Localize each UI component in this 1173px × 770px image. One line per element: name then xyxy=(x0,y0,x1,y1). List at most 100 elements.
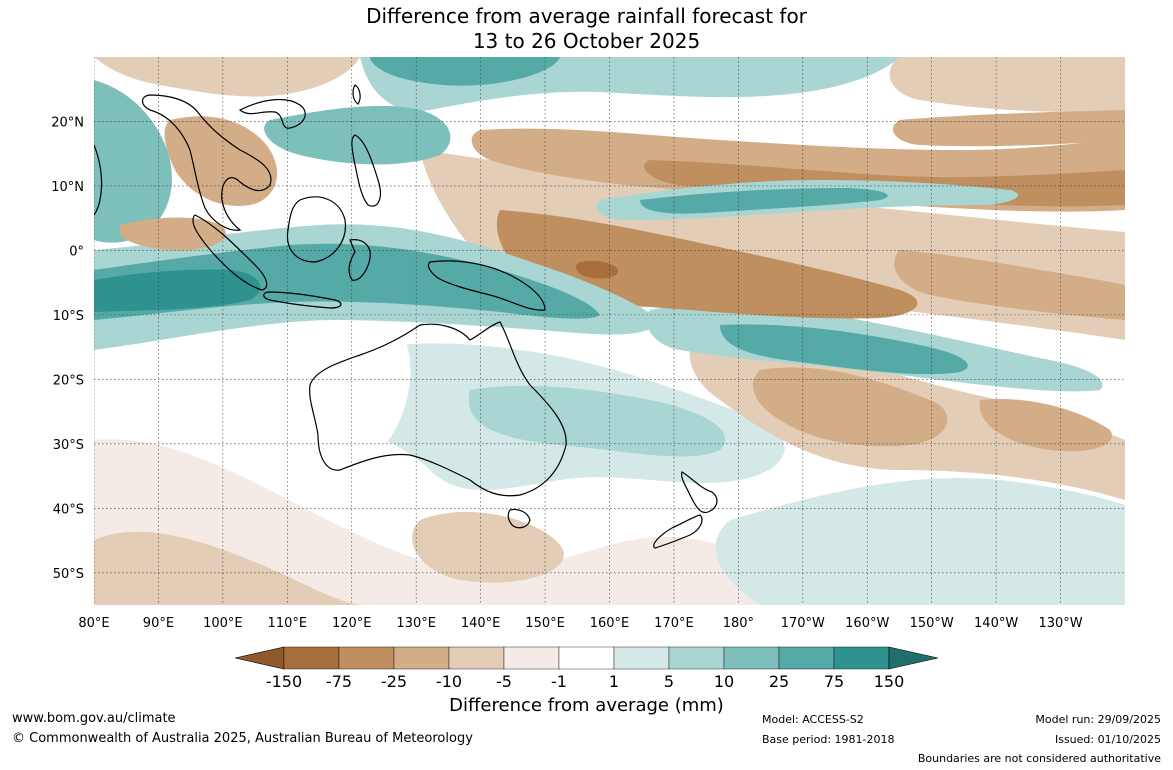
wet-region-southeast xyxy=(715,478,1125,605)
latitude-label: 50°S xyxy=(53,567,84,582)
colorbar-segment xyxy=(668,646,725,670)
colorbar-segment xyxy=(833,646,890,670)
dry-blob-south-west xyxy=(94,531,360,605)
coastline-philippines xyxy=(351,134,381,207)
coastline-sumatra xyxy=(192,214,268,291)
dry-region-indochina xyxy=(164,116,278,206)
colorbar-segment xyxy=(283,646,340,670)
colorbar-tick-label: -150 xyxy=(266,672,302,691)
colorbar-tick-label: -75 xyxy=(326,672,352,691)
colorbar-tick-label: 150 xyxy=(874,672,905,691)
colorbar-segment xyxy=(503,646,560,670)
dry-region-north-west xyxy=(94,57,360,97)
longitude-label: 170°E xyxy=(654,616,694,631)
colorbar-segment xyxy=(448,646,505,670)
latitude-label: 20°N xyxy=(51,115,84,130)
coastline-sulawesi xyxy=(348,239,371,281)
gridlines xyxy=(94,57,1125,605)
coastline-new-guinea xyxy=(427,260,546,311)
footer-issued: Issued: 01/10/2025 xyxy=(1054,733,1161,746)
coastline-tasmania xyxy=(507,508,531,529)
dry-blob-south-mid xyxy=(412,511,564,583)
dry-peak-equatorial xyxy=(576,260,619,279)
wet-region-south-china-sea xyxy=(264,105,451,165)
longitude-label: 130°E xyxy=(396,616,436,631)
longitude-label: 110°E xyxy=(268,616,308,631)
wet-core-spcz xyxy=(720,324,968,375)
latitude-label: 10°N xyxy=(51,180,84,195)
title-line-1: Difference from average rainfall forecas… xyxy=(366,4,807,28)
dry-core-east-equatorial xyxy=(894,250,1125,320)
dry-core-east-pacific xyxy=(979,399,1112,452)
longitude-label: 80°E xyxy=(78,616,109,631)
colorbar-tick-label: -5 xyxy=(496,672,512,691)
longitude-label: 90°E xyxy=(143,616,174,631)
footer-model-run: Model run: 29/09/2025 xyxy=(1035,713,1161,726)
coastlines xyxy=(94,84,718,549)
dry-blob-north-top xyxy=(889,57,1125,112)
colorbar-segment xyxy=(393,646,450,670)
latitude-label: 10°S xyxy=(53,309,84,324)
longitude-label: 130°W xyxy=(1038,616,1082,631)
longitude-labels: 80°E 90°E 100°E 110°E 120°E 130°E 140°E 150°E 16… xyxy=(78,616,1082,631)
longitude-label: 160°E xyxy=(590,616,630,631)
map-title: Difference from average rainfall forecas… xyxy=(0,4,1173,54)
wet-core-north-pacific xyxy=(640,188,888,214)
colorbar: -150 -75 -25 -10 -5 -1 1 5 10 25 75 150 xyxy=(234,646,939,691)
colorbar-under-arrow xyxy=(234,646,285,670)
colorbar-tick-label: 75 xyxy=(824,672,844,691)
dry-core-south-pacific xyxy=(752,367,948,447)
wet-region-bay-of-bengal xyxy=(94,80,172,243)
coastline-indochina xyxy=(141,94,272,231)
longitude-label: 170°W xyxy=(781,616,825,631)
colorbar-segment xyxy=(613,646,670,670)
footer-disclaimer: Boundaries are not considered authoritat… xyxy=(917,752,1161,765)
coastline-taiwan xyxy=(352,84,361,105)
coastline-borneo xyxy=(286,196,346,263)
coastline-new-zealand-north xyxy=(681,471,718,514)
coastline-australia xyxy=(309,321,567,497)
map-field xyxy=(94,57,1125,605)
wet-region-east-australia xyxy=(468,385,726,457)
title-line-2: 13 to 26 October 2025 xyxy=(472,29,701,53)
wet-core-north-top xyxy=(370,57,560,86)
colorbar-over-arrow xyxy=(888,646,939,670)
longitude-label: 150°E xyxy=(525,616,565,631)
colorbar-segment xyxy=(723,646,780,670)
colorbar-tick-label: 5 xyxy=(664,672,674,691)
dry-band-north-mid xyxy=(892,110,1125,147)
colorbar-tick-label: -10 xyxy=(436,672,462,691)
colorbar-title: Difference from average (mm) xyxy=(449,695,724,716)
colorbar-tick-label: 10 xyxy=(714,672,734,691)
latitude-label: 40°S xyxy=(53,502,84,517)
footer-copyright: © Commonwealth of Australia 2025, Austra… xyxy=(12,731,473,746)
footer-url: www.bom.gov.au/climate xyxy=(12,711,176,726)
colorbar-tick-label: 1 xyxy=(609,672,619,691)
longitude-label: 180° xyxy=(723,616,754,631)
colorbar-tick-label: -1 xyxy=(551,672,567,691)
latitude-label: 0° xyxy=(69,244,84,259)
colorbar-segment xyxy=(338,646,395,670)
latitude-labels: 20°N 10°N 0° 10°S 20°S 30°S 40°S 50°S xyxy=(51,115,84,581)
longitude-label: 150°W xyxy=(910,616,954,631)
colorbar-tick-label: 25 xyxy=(769,672,789,691)
longitude-label: 120°E xyxy=(332,616,372,631)
dry-region-sumatra xyxy=(120,217,226,251)
coastline-china xyxy=(238,99,306,129)
footer-model: Model: ACCESS-S2 xyxy=(762,713,864,726)
wet-peak-indian-ocean xyxy=(94,269,261,312)
coastline-india xyxy=(94,144,103,216)
longitude-label: 100°E xyxy=(203,616,243,631)
coastline-new-zealand-south xyxy=(653,514,703,549)
footer-base-period: Base period: 1981-2018 xyxy=(762,733,895,746)
colorbar-segment xyxy=(558,646,615,670)
longitude-label: 140°E xyxy=(461,616,501,631)
coastline-java xyxy=(263,291,342,309)
longitude-label: 160°W xyxy=(845,616,889,631)
latitude-label: 20°S xyxy=(53,373,84,388)
latitude-label: 30°S xyxy=(53,438,84,453)
longitude-label: 140°W xyxy=(974,616,1018,631)
colorbar-tick-label: -25 xyxy=(381,672,407,691)
colorbar-segment xyxy=(778,646,835,670)
